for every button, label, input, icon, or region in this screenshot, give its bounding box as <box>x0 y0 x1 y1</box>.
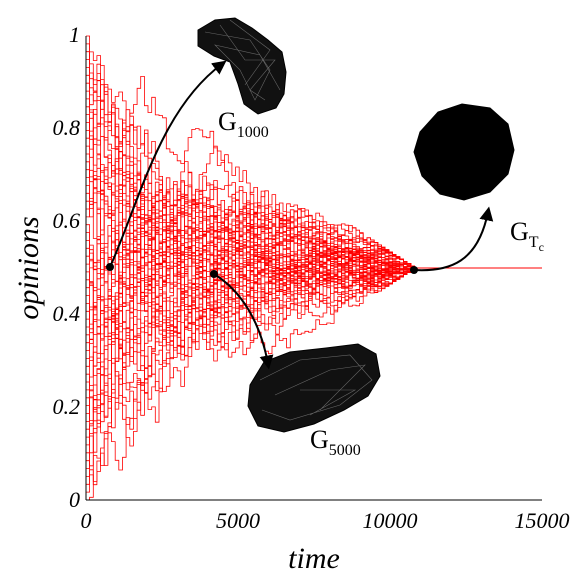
network-snapshot-g5000 <box>247 343 381 433</box>
opinion-trajectory-line <box>86 35 415 270</box>
y-tick-label: 0 <box>69 487 80 512</box>
network-snapshot-gtc <box>413 103 515 201</box>
annotation-arrow-g1000 <box>109 60 227 268</box>
opinion-trajectory-line <box>86 167 415 281</box>
annotation-label-g5000: G5000 <box>310 425 361 459</box>
annotation-point <box>210 270 218 278</box>
x-tick-label: 10000 <box>363 508 418 533</box>
x-tick-label: 0 <box>81 508 92 533</box>
annotation-arrow-g5000 <box>213 273 274 370</box>
opinion-trajectory-line <box>86 241 415 471</box>
y-tick-label: 0.6 <box>53 208 81 233</box>
annotation-point <box>410 266 418 274</box>
opinion-trajectories <box>86 35 542 501</box>
annotation-label-g1000: G1000 <box>218 107 269 141</box>
x-axis-ticks: 0 5000 10000 15000 <box>81 508 570 533</box>
y-tick-label: 0.8 <box>53 115 81 140</box>
y-axis-ticks: 0 0.2 0.4 0.6 0.8 1 <box>53 22 81 512</box>
y-tick-label: 0.2 <box>53 394 81 419</box>
x-tick-label: 5000 <box>216 508 260 533</box>
y-tick-label: 0.4 <box>53 301 81 326</box>
opinion-trajectory-line <box>86 145 415 358</box>
network-snapshot-g1000 <box>197 17 287 115</box>
x-axis-label: time <box>288 542 340 575</box>
opinion-trajectory-line <box>86 51 415 307</box>
annotation-arrow-gtc <box>413 206 494 272</box>
y-axis-label: opinions <box>12 216 45 319</box>
annotation-label-gtc: GTc <box>510 217 544 254</box>
opinion-trajectory-line <box>86 51 415 269</box>
annotation-point <box>106 263 114 271</box>
x-tick-label: 15000 <box>515 508 570 533</box>
opinion-trajectory-line <box>86 43 415 268</box>
y-tick-label: 1 <box>69 22 80 47</box>
